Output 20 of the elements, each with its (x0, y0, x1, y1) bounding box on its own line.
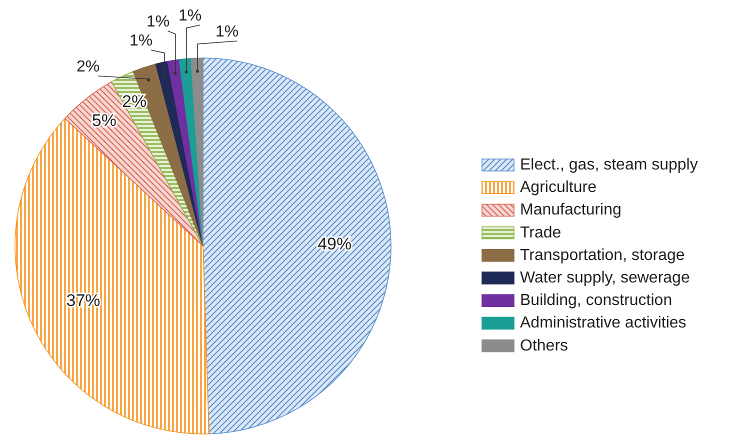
data-label: 1% (129, 32, 153, 50)
legend-label: Building, construction (520, 292, 672, 310)
pie-slice (202, 58, 392, 434)
legend-label: Others (520, 337, 568, 354)
pie-slice (167, 59, 204, 246)
data-label: 2% (122, 92, 147, 112)
data-label: 1% (178, 8, 202, 24)
legend-label: Administrative activities (520, 314, 686, 332)
legend-label: Transportation, storage (520, 246, 685, 264)
pie-slice (178, 58, 204, 246)
legend-label: Manufacturing (520, 202, 622, 219)
legend-label: Elect., gas, steam supply (520, 156, 698, 174)
legend-label: Water supply, sewerage (520, 270, 690, 286)
legend-label: Trade (520, 224, 562, 242)
legend-label: Agriculture (520, 179, 597, 196)
data-label: 1% (215, 24, 239, 40)
data-label: 2% (76, 58, 100, 76)
data-label: 1% (146, 14, 170, 30)
pie-slice (190, 58, 204, 246)
pie-slice (64, 81, 204, 246)
